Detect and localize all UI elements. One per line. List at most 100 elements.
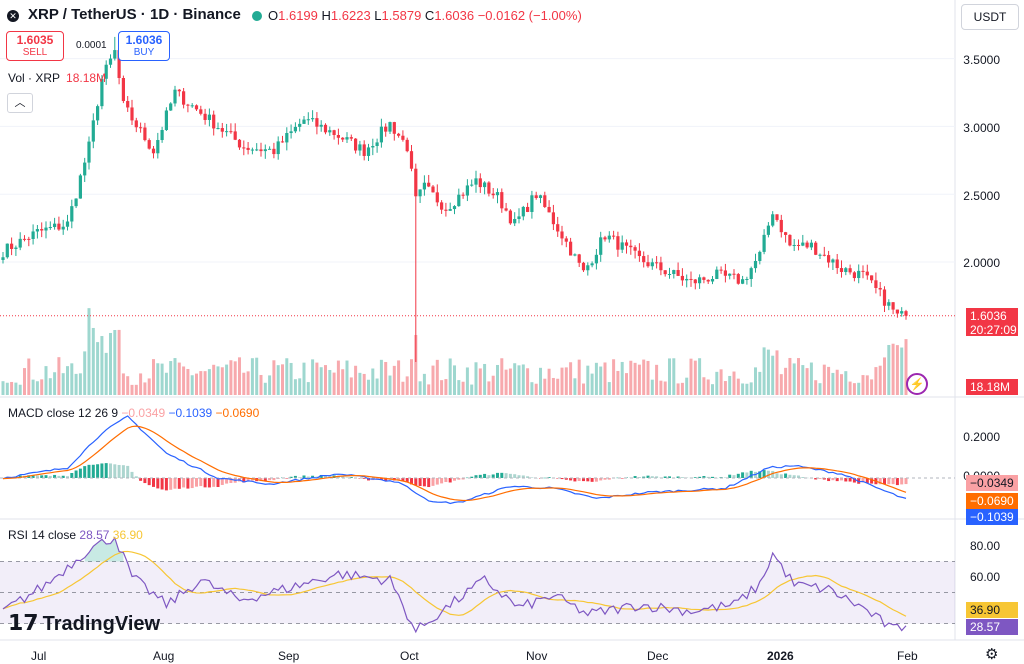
candle-body [839, 268, 844, 273]
rsi-ma-line [2, 550, 907, 617]
tradingview-logo[interactable]: 𝟭𝟳 TradingView [8, 610, 161, 635]
candle-body [87, 141, 91, 163]
candle-body [538, 195, 543, 199]
volume-bar [152, 359, 155, 395]
candle-body [556, 224, 560, 232]
candle-body [405, 139, 409, 152]
sell-label: SELL [22, 47, 48, 58]
candle-body [805, 242, 809, 248]
candle-body [749, 268, 753, 279]
candle-body [139, 127, 143, 129]
candle-body [719, 269, 723, 271]
macd-histogram-bar [147, 478, 151, 486]
candle-body [504, 208, 508, 211]
candle-body [96, 106, 100, 121]
macd-histogram-bar [384, 478, 388, 481]
macd-legend[interactable]: MACD close 12 26 9 −0.0349 −0.1039 −0.06… [8, 406, 260, 420]
macd-histogram-bar [461, 478, 465, 480]
volume-bar [590, 373, 594, 395]
volume-bar [526, 368, 530, 395]
candle-body [366, 147, 371, 156]
candle-body [650, 262, 654, 267]
volume-bar [182, 366, 186, 395]
macd-line [2, 415, 907, 505]
currency-selector[interactable]: USDT [961, 4, 1019, 30]
volume-bar [685, 377, 689, 395]
lightning-icon[interactable]: ⚡ [906, 373, 928, 395]
macd-histogram-bar [440, 478, 444, 484]
macd-histogram-bar [582, 478, 585, 482]
candle-body [212, 114, 216, 129]
macd-histogram-bar [504, 473, 508, 478]
symbol-title[interactable]: XRP / TetherUS · 1D · Binance [28, 6, 241, 23]
volume-bar [491, 375, 495, 395]
macd-histogram-bar [169, 478, 173, 490]
macd-histogram-bar [164, 478, 168, 491]
macd-histogram-bar [577, 478, 581, 481]
candle-body [440, 202, 444, 210]
volume-bar [805, 368, 809, 395]
candle-body [173, 89, 177, 104]
spread-value: 0.0001 [76, 40, 107, 51]
candle-body [818, 254, 822, 256]
candle-body [35, 229, 39, 232]
macd-histogram-bar [543, 477, 547, 479]
volume-bar [822, 364, 826, 395]
candle-body [814, 242, 818, 255]
macd-histogram-bar [784, 473, 788, 478]
candle-body [121, 77, 125, 102]
candle-body [100, 78, 104, 107]
candle-body [332, 130, 336, 136]
rsi-legend[interactable]: RSI 14 close 28.57 36.90 [8, 528, 143, 542]
candle-body [14, 247, 18, 249]
candle-body [715, 269, 719, 279]
volume-bar [594, 362, 598, 395]
buy-button[interactable]: 1.6036 BUY [118, 31, 170, 61]
macd-histogram-bar [70, 473, 74, 478]
gear-icon[interactable]: ⚙ [985, 646, 999, 663]
candle-body [422, 182, 426, 190]
macd-histogram-bar [104, 463, 108, 478]
candle-body [646, 262, 650, 267]
sell-button[interactable]: 1.6035 SELL [6, 31, 64, 61]
volume-bar [539, 367, 542, 395]
volume-bar [904, 339, 908, 395]
candle-body [435, 192, 439, 203]
volume-bar [616, 370, 620, 395]
candle-body [164, 110, 168, 130]
collapse-legend-button[interactable]: ︿ [7, 93, 33, 113]
volume-bar [207, 369, 211, 395]
volume-bar [865, 375, 869, 395]
macd-histogram-bar [379, 478, 383, 480]
buy-label: BUY [133, 47, 155, 58]
macd-histogram-bar [362, 478, 366, 479]
volume-bar [659, 380, 663, 395]
volume-bar [349, 377, 353, 395]
candle-body [293, 126, 297, 132]
candle-body [302, 119, 306, 124]
volume-bar [126, 376, 130, 395]
candle-body [190, 105, 194, 107]
macd-histogram-bar [156, 478, 160, 489]
candle-body [263, 149, 267, 152]
macd-hist-tag: −0.0349 [966, 475, 1018, 491]
volume-bar [199, 371, 203, 395]
candle-body [564, 238, 568, 242]
candle-body [891, 302, 895, 310]
macd-histogram-bar [143, 478, 147, 484]
macd-histogram-bar [775, 473, 779, 478]
macd-histogram-bar [78, 468, 82, 478]
candle-body [306, 119, 310, 121]
macd-histogram-bar [728, 474, 732, 478]
volume-bar [31, 379, 35, 395]
volume-bar [792, 363, 796, 395]
macd-histogram-bar [199, 478, 203, 487]
candle-body [667, 274, 672, 276]
close-icon[interactable]: ✕ [7, 10, 19, 22]
volume-bar [379, 359, 383, 395]
volume-legend[interactable]: Vol · XRP 18.18M [8, 71, 107, 85]
macd-histogram-bar [848, 478, 852, 482]
macd-histogram-bar [745, 472, 749, 478]
volume-bar [487, 381, 491, 395]
